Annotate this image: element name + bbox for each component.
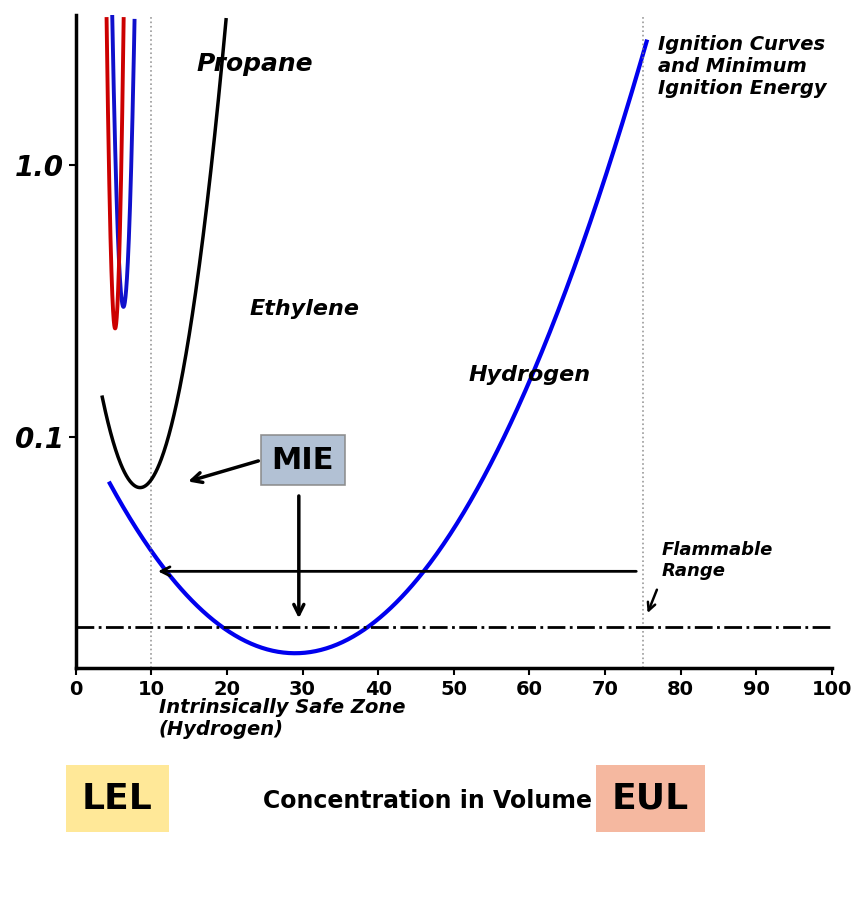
Text: LEL: LEL [82,781,153,815]
Text: Hydrogen: Hydrogen [469,365,591,385]
Text: Ignition Curves
and Minimum
Ignition Energy: Ignition Curves and Minimum Ignition Ene… [658,35,826,97]
Text: Ethylene: Ethylene [250,299,360,319]
Text: Intrinsically Safe Zone
(Hydrogen): Intrinsically Safe Zone (Hydrogen) [159,697,406,739]
Text: EUL: EUL [612,781,689,815]
Text: MIE: MIE [271,446,334,474]
X-axis label: Concentration in Volume (%): Concentration in Volume (%) [263,789,645,813]
Text: Propane: Propane [197,52,313,77]
Text: Flammable
Range: Flammable Range [662,541,773,580]
